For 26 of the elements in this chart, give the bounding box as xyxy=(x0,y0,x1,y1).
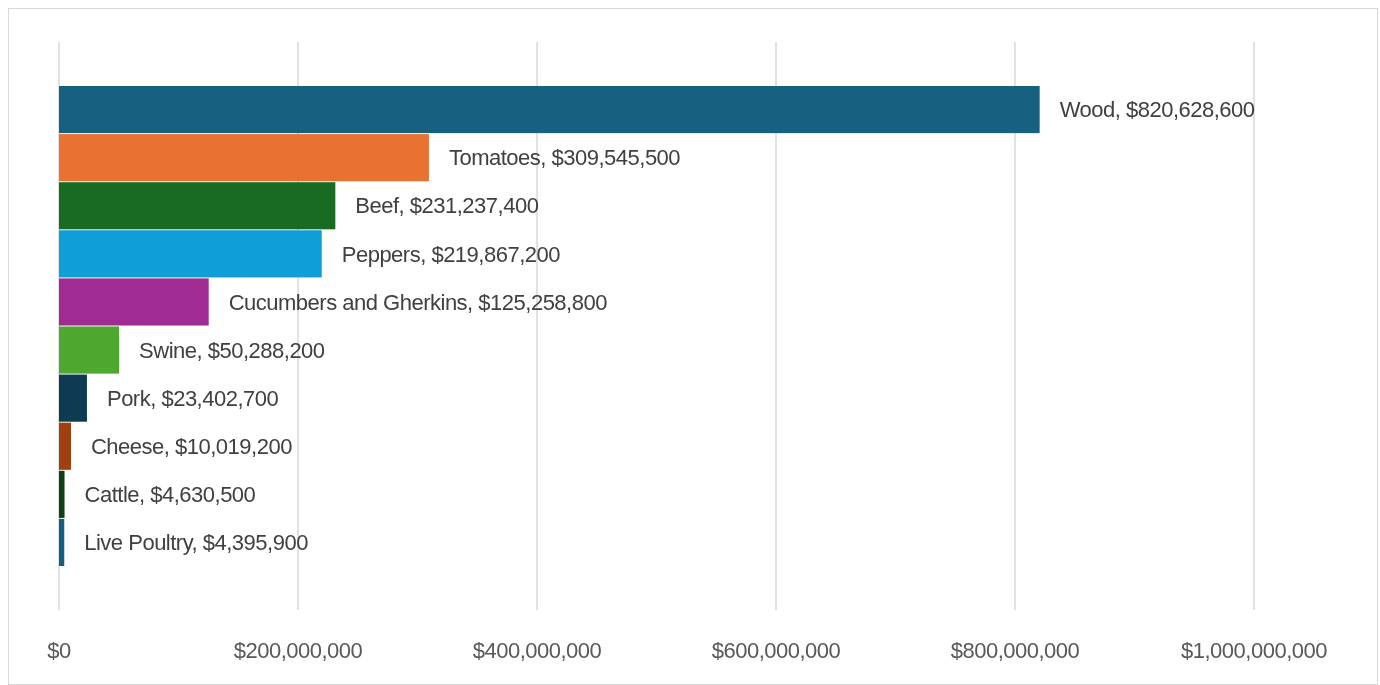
x-tick-label: $400,000,000 xyxy=(472,637,602,663)
bar xyxy=(59,374,87,422)
x-tick-label: $200,000,000 xyxy=(233,637,363,663)
x-tick-label: $800,000,000 xyxy=(950,637,1080,663)
bar xyxy=(59,230,322,278)
category-label: Peppers, $219,867,200 xyxy=(341,241,560,267)
x-tick-label: $1,000,000,000 xyxy=(1181,637,1328,663)
bar xyxy=(59,422,71,470)
x-tick-label: $600,000,000 xyxy=(711,637,841,663)
bar xyxy=(59,86,1040,134)
category-label: Live Poultry, $4,395,900 xyxy=(84,530,308,556)
category-label: Swine, $50,288,200 xyxy=(139,337,325,363)
bar xyxy=(59,182,336,230)
bar xyxy=(59,278,209,326)
category-label: Tomatoes, $309,545,500 xyxy=(448,145,681,171)
category-label: Beef, $231,237,400 xyxy=(355,193,539,219)
bar xyxy=(59,470,65,518)
category-label: Cattle, $4,630,500 xyxy=(84,482,256,508)
bar xyxy=(59,134,429,182)
bar xyxy=(59,518,65,566)
category-label: Cheese, $10,019,200 xyxy=(90,433,292,459)
category-label: Pork, $23,402,700 xyxy=(106,385,279,411)
category-label: Cucumbers and Gherkins, $125,258,800 xyxy=(228,289,607,315)
bar xyxy=(59,326,120,374)
x-tick-label: $0 xyxy=(47,637,71,663)
category-label: Wood, $820,628,600 xyxy=(1059,97,1255,123)
